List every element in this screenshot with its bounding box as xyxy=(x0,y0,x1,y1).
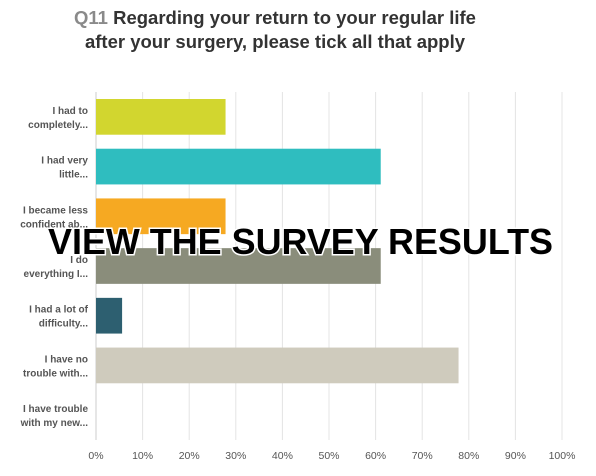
bar xyxy=(96,248,381,284)
y-tick-label: I became less xyxy=(23,205,88,216)
bar xyxy=(96,99,226,135)
bar xyxy=(96,148,381,185)
y-tick-label: difficulty... xyxy=(39,319,88,330)
y-tick-label: everything I... xyxy=(24,269,89,280)
x-tick-label: 50% xyxy=(318,450,339,462)
x-tick-label: 0% xyxy=(88,450,103,462)
y-tick-label: little... xyxy=(59,170,88,181)
y-tick-label: I have trouble xyxy=(23,404,88,415)
x-tick-label: 30% xyxy=(225,450,246,462)
y-tick-label: completely... xyxy=(28,120,88,131)
chart-title: Q11 Regarding your return to your regula… xyxy=(65,6,485,54)
x-tick-label: 40% xyxy=(272,450,293,462)
y-tick-label: confident ab... xyxy=(20,219,88,230)
y-tick-label: trouble with... xyxy=(23,368,88,379)
bar xyxy=(96,347,459,384)
x-tick-label: 10% xyxy=(132,450,153,462)
y-tick-label: I had to xyxy=(52,106,88,117)
y-tick-label: I do xyxy=(70,255,88,266)
x-tick-label: 90% xyxy=(505,450,526,462)
bar xyxy=(96,297,123,334)
x-tick-label: 100% xyxy=(549,450,576,462)
question-number: Q11 xyxy=(74,7,108,28)
x-tick-label: 20% xyxy=(179,450,200,462)
overlay-banner: VIEW THE SURVEY RESULTS xyxy=(48,221,553,262)
question-text: Regarding your return to your regular li… xyxy=(84,7,476,52)
x-tick-label: 60% xyxy=(365,450,386,462)
y-tick-label: I had very xyxy=(41,156,88,167)
y-tick-label: I have no xyxy=(45,354,88,365)
y-tick-label: I had a lot of xyxy=(29,305,89,316)
x-tick-label: 70% xyxy=(412,450,433,462)
x-tick-label: 80% xyxy=(458,450,479,462)
bar xyxy=(96,198,226,235)
y-tick-label: with my new... xyxy=(20,418,89,429)
